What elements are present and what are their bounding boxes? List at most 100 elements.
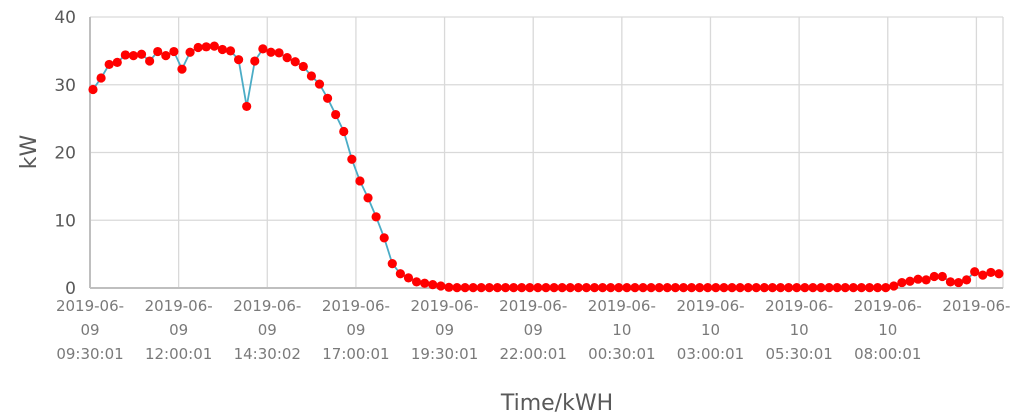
data-point <box>428 280 438 290</box>
x-tick-label: 10 <box>790 321 809 339</box>
data-point <box>751 283 761 293</box>
data-point <box>549 283 559 293</box>
x-tick-label: 09 <box>258 321 277 339</box>
x-tick-label: 17:00:01 <box>322 345 389 363</box>
data-point <box>460 283 470 293</box>
x-tick-label: 09 <box>169 321 188 339</box>
data-point <box>201 42 211 52</box>
data-point <box>792 283 802 293</box>
data-point <box>306 71 316 81</box>
y-tick-label: 0 <box>65 279 76 299</box>
data-point <box>881 283 891 293</box>
data-point <box>217 44 228 55</box>
data-point <box>355 176 365 186</box>
x-tick-label: 09:30:01 <box>56 345 123 363</box>
data-point <box>598 283 608 293</box>
x-tick-label: 2019-06- <box>56 297 124 315</box>
x-axis-title: Time/kWH <box>500 391 613 416</box>
data-point <box>484 283 494 293</box>
data-point <box>622 283 632 293</box>
data-point <box>145 56 155 66</box>
y-tick-label: 10 <box>54 211 76 231</box>
data-point <box>735 283 745 293</box>
data-point <box>775 283 786 293</box>
data-point <box>420 278 430 288</box>
data-point <box>185 47 195 57</box>
data-point <box>322 93 333 103</box>
data-point <box>565 283 575 293</box>
data-point <box>266 47 276 57</box>
data-point <box>492 283 503 293</box>
data-point <box>573 283 583 293</box>
data-point <box>468 283 478 293</box>
data-point <box>832 283 842 293</box>
x-tick-label: 19:30:01 <box>411 345 478 363</box>
data-point <box>339 126 349 137</box>
x-tick-label: 2019-06- <box>233 297 301 315</box>
data-point <box>452 283 462 293</box>
data-point <box>864 283 875 293</box>
data-point <box>889 281 899 291</box>
data-point <box>476 283 486 293</box>
x-tick-label: 14:30:02 <box>234 345 301 363</box>
data-point <box>937 271 947 282</box>
data-point <box>258 44 268 54</box>
x-tick-label: 2019-06- <box>411 297 479 315</box>
y-tick-label: 30 <box>54 76 76 96</box>
data-point <box>541 283 551 293</box>
data-point <box>994 269 1004 279</box>
data-point <box>557 283 567 293</box>
data-point <box>905 276 915 286</box>
data-point <box>169 46 179 57</box>
data-point <box>436 281 446 291</box>
data-point <box>363 193 373 203</box>
data-point <box>606 283 616 293</box>
x-tick-label: 2019-06- <box>854 297 922 315</box>
data-point <box>978 270 988 280</box>
data-point <box>234 55 244 65</box>
data-point <box>104 59 114 70</box>
x-tick-labels: 2019-06- 09 09:30:01 2019-06- 09 12:00:01 2019… <box>56 297 1011 363</box>
data-point <box>411 277 422 287</box>
x-tick-label: 09 <box>524 321 543 339</box>
data-point <box>250 56 260 66</box>
x-tick-label: 05:30:01 <box>765 345 832 363</box>
data-point <box>347 154 357 164</box>
x-tick-label: 12:00:01 <box>145 345 212 363</box>
data-point <box>242 101 252 112</box>
data-point <box>727 283 737 293</box>
x-tick-label: 2019-06- <box>676 297 744 315</box>
data-point <box>225 46 236 56</box>
x-tick-label: 2019-06- <box>588 297 656 315</box>
data-point <box>403 273 414 283</box>
gridlines <box>89 16 1004 288</box>
data-point <box>298 61 308 72</box>
x-tick-label: 09 <box>80 321 99 339</box>
data-point <box>646 283 656 293</box>
data-point <box>913 274 923 284</box>
data-point <box>371 212 381 222</box>
data-point <box>695 283 705 293</box>
data-point <box>509 283 519 293</box>
data-point <box>177 64 187 74</box>
data-point <box>589 283 600 293</box>
x-tick-label: 03:00:01 <box>677 345 744 363</box>
x-tick-label: 2019-06- <box>499 297 567 315</box>
data-point <box>897 277 907 288</box>
data-point <box>581 283 592 293</box>
data-point <box>533 283 543 293</box>
data-point <box>703 283 713 293</box>
data-point <box>525 283 535 293</box>
data-point <box>444 282 454 292</box>
data-point <box>161 51 171 61</box>
x-tick-label: 2019-06- <box>942 297 1010 315</box>
data-point <box>630 283 640 293</box>
data-point <box>379 233 389 243</box>
data-point <box>654 283 664 293</box>
x-tick-label: 10 <box>612 321 631 339</box>
data-point <box>209 41 219 51</box>
data-point <box>88 84 98 95</box>
data-point <box>686 283 697 293</box>
data-point <box>743 283 753 293</box>
data-point <box>824 283 834 293</box>
